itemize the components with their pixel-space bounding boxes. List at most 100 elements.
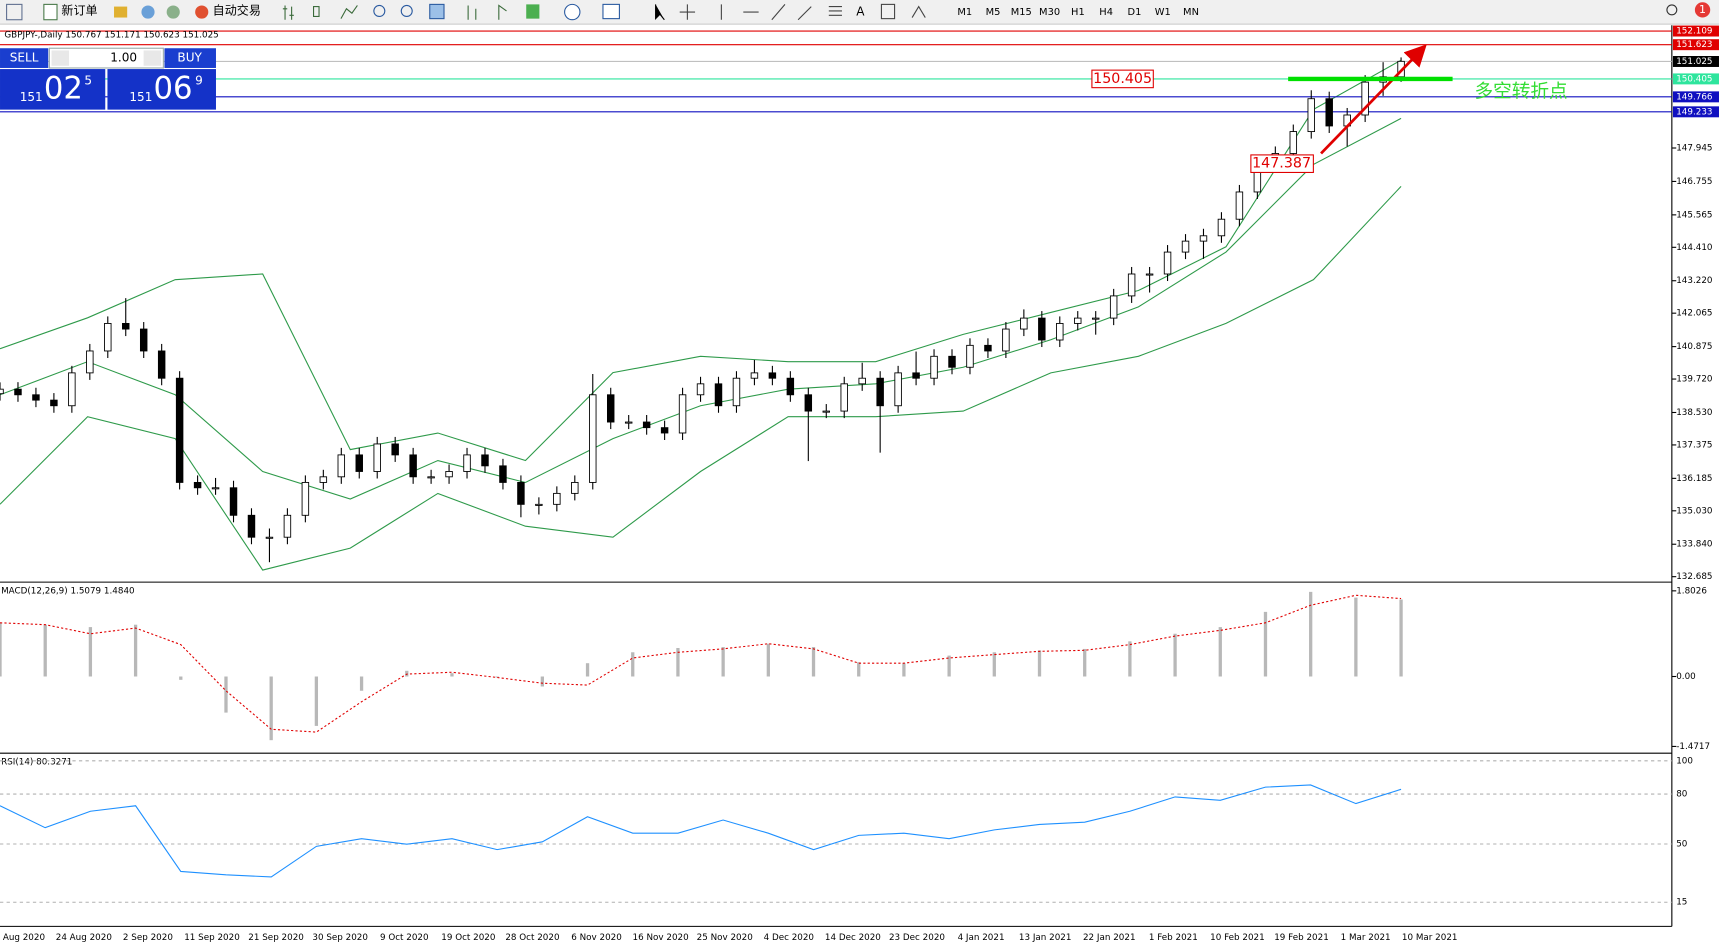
candle-body <box>1109 295 1118 319</box>
auto-trading-icon[interactable] <box>195 5 209 19</box>
sell-button[interactable] <box>0 48 49 68</box>
candle-body <box>1056 322 1064 341</box>
zoom-out-icon[interactable] <box>400 4 413 17</box>
candle-body <box>1289 131 1298 154</box>
timeframe-button[interactable]: M1 <box>957 7 972 18</box>
ask-box[interactable] <box>107 69 216 110</box>
line-chart-icon[interactable] <box>340 5 358 19</box>
x-tick-label: 2 Sep 2020 <box>123 933 173 943</box>
candle-body <box>86 350 94 374</box>
crosshair-icon[interactable] <box>679 4 696 20</box>
zoom-in-icon[interactable] <box>373 4 386 17</box>
candle-body <box>1002 328 1010 352</box>
buy-button[interactable] <box>164 48 216 68</box>
candle-body <box>1091 317 1100 320</box>
candle-body <box>1217 218 1226 237</box>
toolbar-icon[interactable] <box>141 5 155 19</box>
candle-body <box>355 454 363 472</box>
scroll-icons[interactable] <box>467 4 507 20</box>
x-tick-label: 10 Mar 2021 <box>1402 933 1458 943</box>
candle-body <box>283 514 292 538</box>
x-tick-label: 1 Mar 2021 <box>1341 933 1391 943</box>
candle-body <box>732 377 741 407</box>
y-tick-label: 139.720 <box>1676 375 1712 385</box>
candle-body <box>1163 251 1172 275</box>
toolbar-icon[interactable] <box>166 5 180 19</box>
y-tick-label: 142.065 <box>1676 309 1712 319</box>
candle-body <box>1307 98 1315 133</box>
level-tag: 150.405 <box>1093 71 1152 87</box>
candle-body <box>1361 81 1369 116</box>
candle-icon[interactable] <box>313 6 320 17</box>
x-tick-label: 13 Jan 2021 <box>1019 933 1072 943</box>
candle-body <box>517 481 525 505</box>
search-icon[interactable] <box>1666 4 1678 16</box>
tile-icon[interactable] <box>429 3 445 20</box>
auto-trading-button[interactable]: 自动交易 <box>213 2 261 17</box>
new-order-button[interactable]: 新订单 <box>61 2 97 17</box>
price-level-tag <box>1672 25 1719 37</box>
y-tick-label: 137.375 <box>1676 440 1712 450</box>
label-tool[interactable] <box>880 3 896 20</box>
bid-big: 151 <box>20 90 43 104</box>
timeframe-button[interactable]: M30 <box>1039 7 1060 18</box>
level-tag-box <box>1091 69 1154 89</box>
timeframe-button[interactable]: W1 <box>1155 7 1171 18</box>
candle-body <box>50 399 58 407</box>
buy-label: BUY <box>177 51 202 65</box>
macd-label: MACD(12,26,9) 1.5079 1.4840 <box>1 586 134 596</box>
candle-body <box>319 476 328 483</box>
x-tick-label: 16 Nov 2020 <box>633 933 689 943</box>
price-level-tag <box>1672 56 1719 67</box>
candle-body <box>876 377 884 407</box>
new-order-icon[interactable] <box>43 3 58 21</box>
x-tick-label: 4 Jan 2021 <box>958 933 1005 943</box>
candle-body <box>445 471 453 478</box>
timeframe-button[interactable]: D1 <box>1128 7 1142 18</box>
timeframe-bar: M1 M5 M15 M30 H1 H4 D1 W1 MN <box>957 7 1199 18</box>
candle-body <box>858 377 866 385</box>
ask-small: 9 <box>195 74 203 88</box>
templates-icon[interactable] <box>602 3 620 20</box>
candle-body <box>750 372 759 379</box>
x-tick-label: 23 Dec 2020 <box>889 933 945 943</box>
timeframe-button[interactable]: MN <box>1183 7 1199 18</box>
timeframe-button[interactable]: M5 <box>986 7 1001 18</box>
cursor-icon[interactable] <box>655 4 665 21</box>
alert-badge[interactable] <box>1694 2 1711 18</box>
trend-arrow[interactable] <box>1320 44 1427 155</box>
candle-body <box>499 465 507 483</box>
indicators-icon[interactable] <box>526 4 540 19</box>
candle-body <box>678 394 687 434</box>
lot-down[interactable] <box>51 50 70 66</box>
x-tick-label: 22 Jan 2021 <box>1083 933 1136 943</box>
x-tick-label: 19 Oct 2020 <box>441 933 495 943</box>
x-tick-label: 9 Oct 2020 <box>380 933 429 943</box>
level-tag: 147.387 <box>1252 156 1311 172</box>
candle-body <box>840 383 848 412</box>
shapes-tool[interactable] <box>911 5 926 18</box>
timeframe-button[interactable]: H1 <box>1071 7 1085 18</box>
toolbar-icon[interactable] <box>114 6 128 18</box>
chart-window <box>0 25 1719 945</box>
drawing-tools[interactable] <box>720 4 842 21</box>
x-tick-label: 28 Oct 2020 <box>505 933 559 943</box>
candle-body <box>1325 98 1333 127</box>
x-tick-label: 11 Sep 2020 <box>184 933 240 943</box>
rsi-line <box>0 784 1402 878</box>
candle-body <box>68 372 76 407</box>
price-level-label: 151.025 <box>1676 57 1712 67</box>
periods-icon[interactable] <box>564 3 581 21</box>
bid-box[interactable] <box>0 69 106 110</box>
y-tick-label: 140.875 <box>1676 342 1712 352</box>
candle-body <box>157 350 166 379</box>
text-tool[interactable]: A <box>856 5 865 19</box>
chart-type-icons[interactable] <box>282 5 358 20</box>
candle-body <box>1181 240 1190 253</box>
lot-input[interactable] <box>48 47 164 69</box>
timeframe-button[interactable]: H4 <box>1099 7 1113 18</box>
toolbar-icon[interactable] <box>6 3 23 21</box>
lot-up[interactable] <box>143 50 162 66</box>
timeframe-button[interactable]: M15 <box>1011 7 1032 18</box>
bar-chart-icon[interactable] <box>282 5 294 20</box>
